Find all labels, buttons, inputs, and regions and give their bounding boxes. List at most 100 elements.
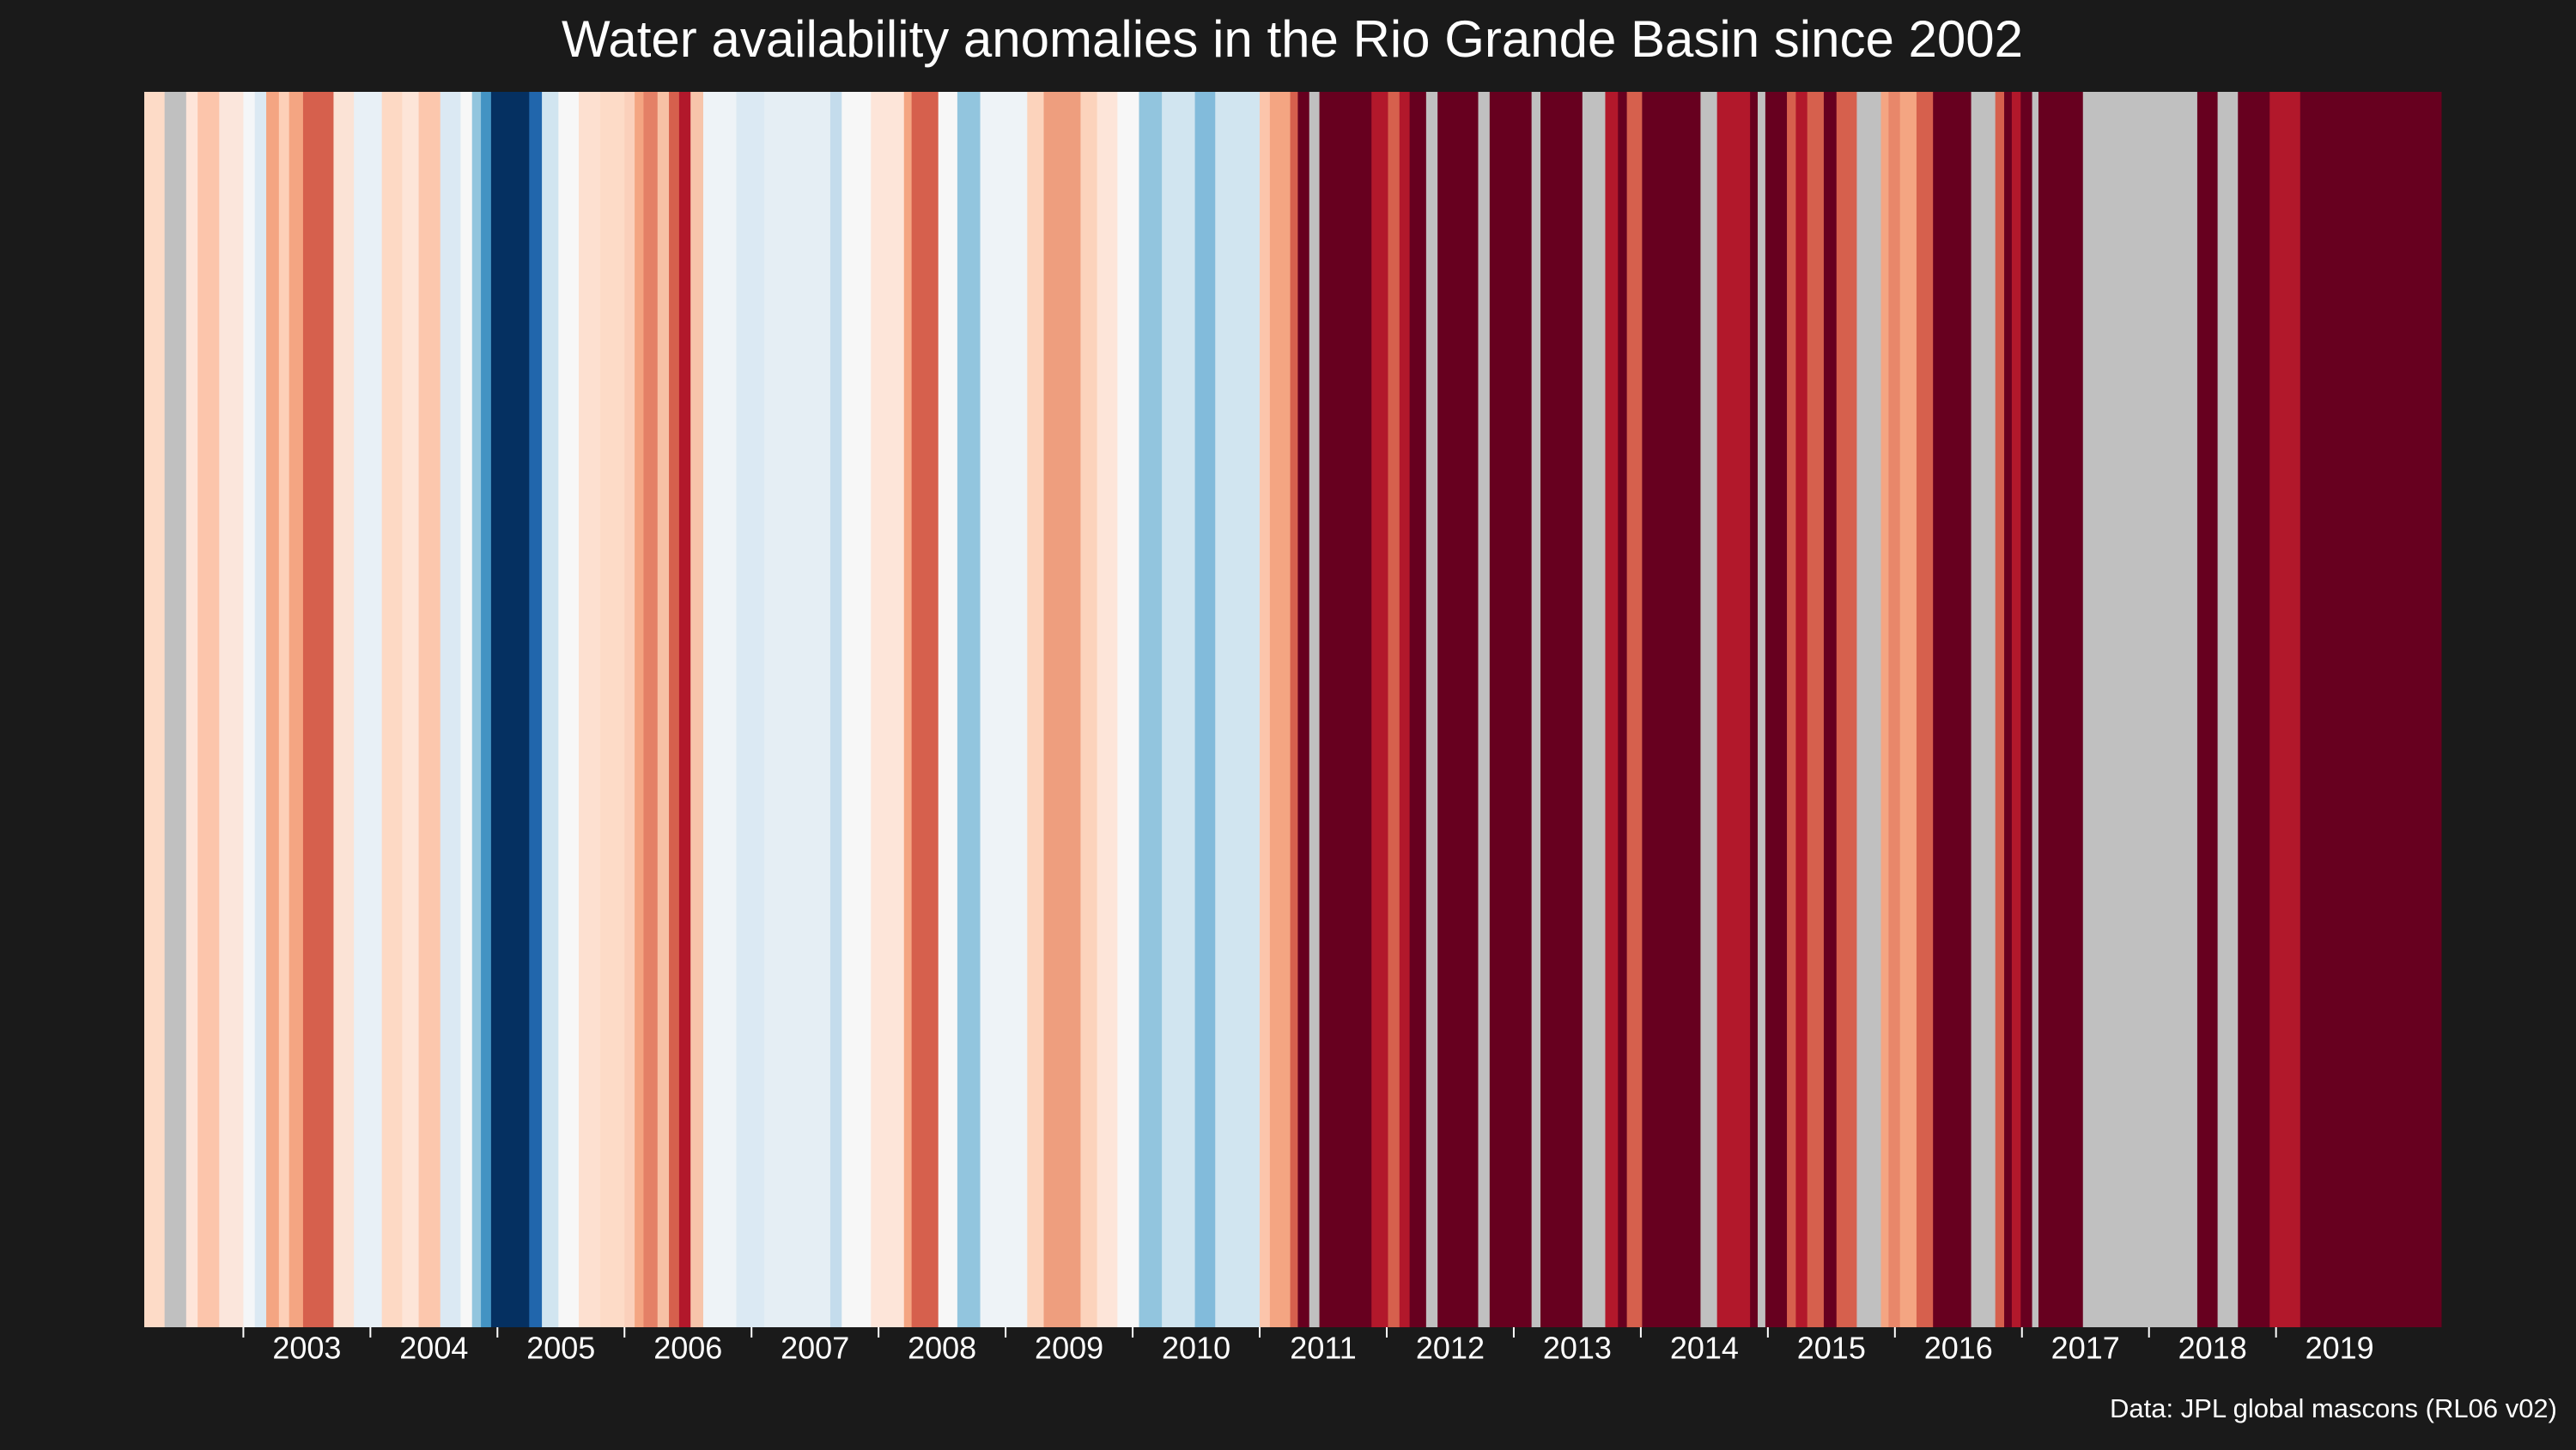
stripe [1642, 92, 1701, 1327]
stripe [1260, 92, 1271, 1327]
stripe [1371, 92, 1388, 1327]
stripe [2020, 92, 2033, 1327]
stripe [1117, 92, 1139, 1327]
stripe [1399, 92, 1411, 1327]
stripe [185, 92, 198, 1327]
stripe [1880, 92, 1889, 1327]
stripe [481, 92, 492, 1327]
stripe [1319, 92, 1372, 1327]
x-tick-label: 2006 [653, 1331, 722, 1366]
stripe [2196, 92, 2219, 1327]
stripe [197, 92, 220, 1327]
x-tick-label: 2013 [1543, 1331, 1612, 1366]
stripe [1269, 92, 1291, 1327]
stripe [624, 92, 635, 1327]
stripe [1080, 92, 1098, 1327]
stripe [266, 92, 280, 1327]
x-tick-label: 2010 [1162, 1331, 1230, 1366]
stripe [1626, 92, 1643, 1327]
stripe [1758, 92, 1766, 1327]
stripe [1995, 92, 2005, 1327]
stripe [678, 92, 691, 1327]
stripe [1297, 92, 1310, 1327]
stripe [1489, 92, 1533, 1327]
stripe [903, 92, 913, 1327]
stripe [254, 92, 267, 1327]
stripe [980, 92, 1028, 1327]
source-note: Data: JPL global mascons (RL06 v02) [2110, 1393, 2557, 1423]
stripe [1888, 92, 1901, 1327]
x-tick-label: 2019 [2306, 1331, 2374, 1366]
stripe [1916, 92, 1934, 1327]
stripe [289, 92, 304, 1327]
stripe [2038, 92, 2084, 1327]
x-tick-label: 2007 [781, 1331, 849, 1366]
stripe [1899, 92, 1917, 1327]
stripe [1582, 92, 1606, 1327]
x-tick-label: 2017 [2051, 1331, 2120, 1366]
stripe [529, 92, 543, 1327]
stripe [643, 92, 659, 1327]
stripe [2238, 92, 2270, 1327]
stripe [1787, 92, 1796, 1327]
x-tick-label: 2011 [1290, 1331, 1356, 1366]
stripe [558, 92, 580, 1327]
x-tick-label: 2004 [399, 1331, 468, 1366]
stripe [1437, 92, 1479, 1327]
stripe [460, 92, 473, 1327]
stripe [1409, 92, 1427, 1327]
stripe [490, 92, 530, 1327]
x-tick-label: 2003 [272, 1331, 341, 1366]
stripe [829, 92, 842, 1327]
stripe [911, 92, 939, 1327]
stripe [1795, 92, 1808, 1327]
stripe [764, 92, 831, 1327]
stripe [1531, 92, 1541, 1327]
stripe [2217, 92, 2239, 1327]
stripe [2082, 92, 2198, 1327]
stripe [381, 92, 403, 1327]
stripe [1700, 92, 1718, 1327]
stripe [440, 92, 461, 1327]
stripe [871, 92, 905, 1327]
stripe [1605, 92, 1619, 1327]
stripe [354, 92, 383, 1327]
stripe [1618, 92, 1628, 1327]
stripe [164, 92, 187, 1327]
x-tick-label: 2018 [2178, 1331, 2247, 1366]
x-tick-label: 2008 [908, 1331, 976, 1366]
stripe [471, 92, 482, 1327]
stripe [1807, 92, 1825, 1327]
stripe [938, 92, 958, 1327]
stripe [1194, 92, 1216, 1327]
stripe [1309, 92, 1321, 1327]
stripe [1027, 92, 1045, 1327]
stripe [278, 92, 290, 1327]
stripe [1856, 92, 1882, 1327]
stripe [2004, 92, 2013, 1327]
stripe [333, 92, 355, 1327]
stripe [690, 92, 704, 1327]
x-tick-label: 2005 [526, 1331, 595, 1366]
stripe [1823, 92, 1838, 1327]
stripe [1478, 92, 1491, 1327]
x-tick-label: 2014 [1670, 1331, 1739, 1366]
x-tick-label: 2012 [1416, 1331, 1485, 1366]
stripe [1139, 92, 1163, 1327]
stripe [1043, 92, 1081, 1327]
stripe [2032, 92, 2039, 1327]
x-tick-label: 2015 [1797, 1331, 1866, 1366]
stripe [2300, 92, 2442, 1327]
chart-title: Water availability anomalies in the Rio … [562, 10, 2023, 68]
stripe [144, 92, 166, 1327]
stripe [1425, 92, 1438, 1327]
stripe [243, 92, 256, 1327]
x-tick-label: 2016 [1924, 1331, 1993, 1366]
stripe [1540, 92, 1583, 1327]
stripe [418, 92, 441, 1327]
stripe [1971, 92, 1996, 1327]
stripe [542, 92, 559, 1327]
stripe [1097, 92, 1118, 1327]
